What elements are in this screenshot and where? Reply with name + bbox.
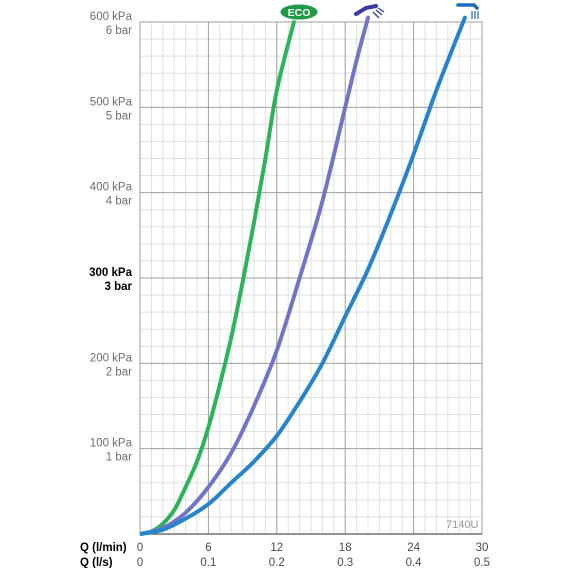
y-tick-label-bar: 2 bar [106, 366, 132, 378]
y-tick-label-kpa: 200 kPa [90, 352, 133, 364]
major-grid [140, 22, 482, 534]
plot-frame [139, 21, 483, 535]
x-axis-label-primary: Q (l/min) [80, 542, 127, 554]
hand-shower-handle [354, 4, 378, 16]
y-tick-label-kpa: 400 kPa [90, 182, 133, 194]
y-tick-label-bar: 5 bar [106, 110, 132, 122]
y-tick-label-bar: 1 bar [106, 452, 132, 464]
y-axis-labels: 100 kPa 1 bar 200 kPa 2 bar 300 kPa 3 bar 400 … [89, 11, 132, 464]
eco-badge-label: ECO [288, 7, 311, 19]
x-tick-label-lmin: 18 [339, 542, 352, 554]
y-tick-label-kpa: 500 kPa [90, 96, 133, 108]
eco-badge: ECO [279, 3, 319, 21]
hand-shower-icon [354, 4, 385, 19]
x-tick-label-ls: 0.2 [269, 557, 285, 568]
x-axis-labels: 0 0 6 0.1 12 0.2 18 0.3 24 0.4 30 0.5 [137, 542, 490, 568]
x-tick-label-lmin: 6 [205, 542, 211, 554]
x-tick-label-lmin: 0 [137, 542, 143, 554]
eco-badge-shape [279, 3, 319, 21]
overhead-shower-arm [456, 3, 479, 10]
x-tick-label-ls: 0 [137, 557, 143, 568]
y-tick-label-bar: 6 bar [106, 25, 132, 37]
y-tick-label-bar: 3 bar [105, 281, 133, 293]
x-tick-label-ls: 0.3 [337, 557, 353, 568]
x-tick-label-ls: 0.1 [200, 557, 216, 568]
y-tick-label-bar: 4 bar [106, 196, 132, 208]
series-line-0 [140, 20, 296, 536]
model-code: 7140U [446, 519, 478, 531]
x-tick-label-lmin: 30 [476, 542, 489, 554]
series-line-1 [140, 15, 370, 536]
x-tick-label-lmin: 24 [407, 542, 420, 554]
x-tick-label-ls: 0.5 [474, 557, 490, 568]
legend-icons: ECO [279, 3, 479, 21]
hand-shower-spray [372, 7, 385, 19]
overhead-shower-icon [456, 3, 479, 19]
overhead-shower-spray [471, 11, 479, 19]
series-line-2 [140, 15, 467, 536]
y-tick-label-kpa: 100 kPa [90, 438, 133, 450]
x-tick-label-lmin: 12 [270, 542, 283, 554]
x-tick-label-ls: 0.4 [406, 557, 423, 568]
x-axis-label-secondary: Q (l/s) [80, 557, 113, 568]
y-tick-label-kpa: 300 kPa [89, 267, 132, 279]
y-tick-label-kpa: 600 kPa [90, 11, 133, 23]
series-lines [140, 15, 467, 536]
